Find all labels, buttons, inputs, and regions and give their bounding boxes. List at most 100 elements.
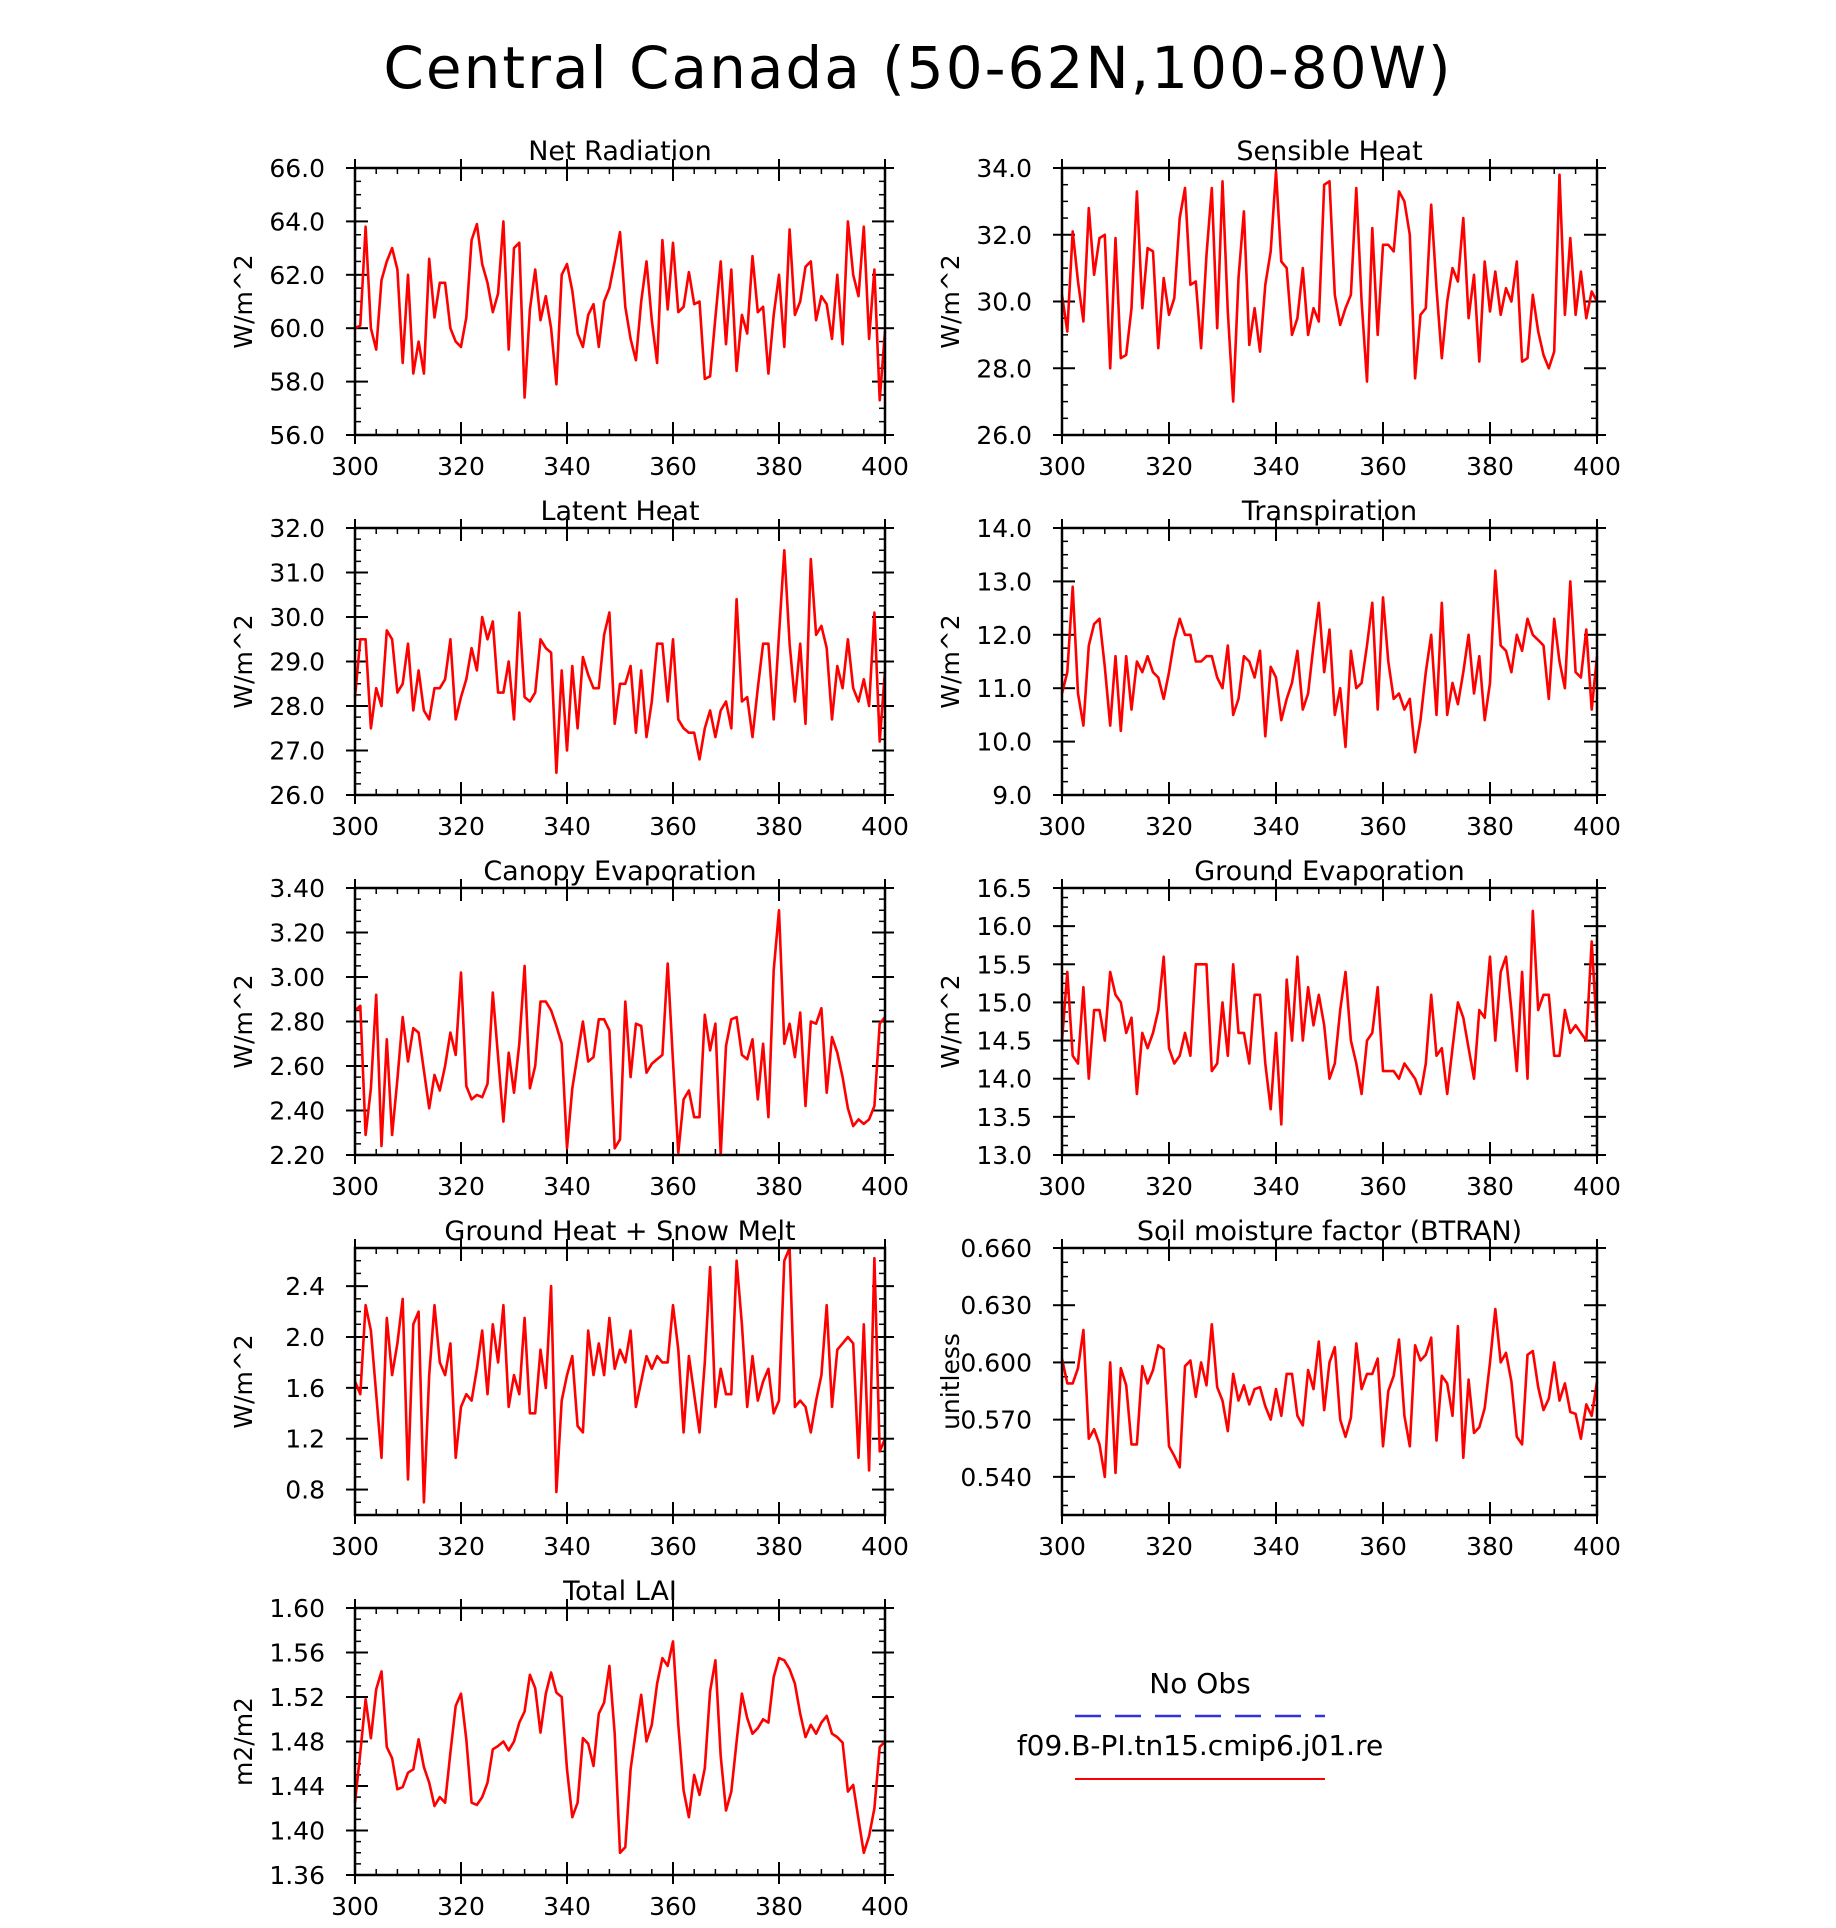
x-tick-label: 360 — [649, 452, 697, 481]
plot-frame — [1060, 526, 1599, 797]
x-tick-label: 300 — [1038, 1172, 1086, 1201]
panel-1: Net Radiation W/m^2 300 320 340 360 380 400 56.0… — [229, 136, 909, 481]
y-tick-label: 13.0 — [976, 1141, 1032, 1170]
y-tick-label: 2.20 — [269, 1141, 325, 1170]
x-tick-label: 380 — [755, 812, 803, 841]
x-tick-label: 320 — [437, 1892, 485, 1921]
y-tick-label: 3.00 — [269, 963, 325, 992]
panel-title: Soil moisture factor (BTRAN) — [1137, 1216, 1522, 1247]
x-tick-label: 320 — [1145, 452, 1193, 481]
y-tick-label: 13.0 — [976, 567, 1032, 596]
y-axis-label: W/m^2 — [936, 614, 965, 708]
panels: Net Radiation W/m^2 300 320 340 360 380 400 56.0… — [229, 136, 1621, 1921]
y-tick-label: 1.36 — [269, 1861, 325, 1890]
y-tick-label: 9.0 — [992, 781, 1032, 810]
x-tick-label: 320 — [437, 1532, 485, 1561]
y-tick-label: 2.40 — [269, 1097, 325, 1126]
y-tick-label: 16.0 — [976, 912, 1032, 941]
panel-title: Ground Heat + Snow Melt — [444, 1216, 795, 1247]
y-tick-label: 13.5 — [976, 1103, 1032, 1132]
y-tick-label: 0.630 — [960, 1291, 1032, 1320]
x-tick-label: 360 — [1359, 452, 1407, 481]
x-tick-label: 380 — [755, 1172, 803, 1201]
y-tick-label: 2.60 — [269, 1052, 325, 1081]
x-tick-label: 360 — [649, 1172, 697, 1201]
x-tick-label: 400 — [1573, 452, 1621, 481]
x-tick-label: 400 — [861, 1532, 909, 1561]
panel-5: Canopy Evaporation W/m^2 300 320 340 360 380 40… — [229, 856, 909, 1201]
y-tick-label: 64.0 — [269, 207, 325, 236]
data-series-line — [354, 220, 887, 402]
y-tick-label: 26.0 — [269, 781, 325, 810]
y-tick-label: 62.0 — [269, 261, 325, 290]
x-tick-label: 380 — [755, 1892, 803, 1921]
data-series-line — [353, 1640, 886, 1855]
y-tick-label: 30.0 — [269, 603, 325, 632]
plot-frame — [353, 526, 887, 797]
panel-title: Total LAI — [562, 1576, 677, 1607]
panel-title: Transpiration — [1241, 496, 1417, 527]
data-series-line — [1060, 1307, 1599, 1479]
y-tick-label: 1.6 — [285, 1374, 325, 1403]
y-tick-label: 1.52 — [269, 1683, 325, 1712]
x-tick-label: 320 — [1145, 1172, 1193, 1201]
x-tick-label: 300 — [331, 452, 379, 481]
x-tick-label: 300 — [331, 1892, 379, 1921]
panel-4: Transpiration W/m^2 300 320 340 360 380 400 9.0 1… — [936, 496, 1621, 841]
y-tick-label: 29.0 — [269, 648, 325, 677]
x-tick-label: 360 — [1359, 812, 1407, 841]
y-tick-label: 28.0 — [269, 692, 325, 721]
y-tick-label: 2.80 — [269, 1008, 325, 1037]
x-tick-label: 320 — [437, 812, 485, 841]
y-axis-label: W/m^2 — [229, 614, 258, 708]
data-series-line — [353, 548, 887, 775]
x-tick-label: 340 — [1252, 452, 1300, 481]
y-tick-label: 1.60 — [269, 1594, 325, 1623]
panel-7: Ground Heat + Snow Melt W/m^2 300 320 340 360… — [229, 1216, 909, 1561]
x-tick-label: 400 — [861, 1172, 909, 1201]
data-series-line — [354, 908, 887, 1157]
x-tick-label: 320 — [437, 452, 485, 481]
panel-2: Sensible Heat W/m^2 300 320 340 360 380 400 26.0… — [936, 136, 1621, 481]
data-series-line — [1060, 909, 1599, 1126]
y-tick-label: 3.20 — [269, 919, 325, 948]
y-tick-label: 1.40 — [269, 1817, 325, 1846]
legend-obs-label: No Obs — [1149, 1667, 1250, 1700]
plot-frame — [353, 166, 887, 437]
y-tick-label: 66.0 — [269, 154, 325, 183]
y-axis-label: W/m^2 — [229, 1334, 258, 1428]
x-tick-label: 380 — [755, 452, 803, 481]
y-axis-label: unitless — [936, 1333, 965, 1430]
y-tick-label: 60.0 — [269, 314, 325, 343]
x-tick-label: 340 — [1252, 1532, 1300, 1561]
x-tick-label: 380 — [1466, 1532, 1514, 1561]
y-axis-label: W/m^2 — [229, 254, 258, 348]
panel-title: Net Radiation — [528, 136, 712, 167]
y-tick-label: 0.600 — [960, 1348, 1032, 1377]
x-tick-label: 340 — [543, 812, 591, 841]
panel-title: Sensible Heat — [1236, 136, 1422, 167]
x-tick-label: 400 — [861, 452, 909, 481]
x-tick-label: 380 — [1466, 1172, 1514, 1201]
y-tick-label: 14.5 — [976, 1027, 1032, 1056]
x-tick-label: 320 — [437, 1172, 485, 1201]
y-tick-label: 14.0 — [976, 1065, 1032, 1094]
y-tick-label: 3.40 — [269, 874, 325, 903]
y-axis-label: m2/m2 — [229, 1697, 258, 1786]
y-tick-label: 0.540 — [960, 1463, 1032, 1492]
x-tick-label: 400 — [1573, 1172, 1621, 1201]
y-tick-label: 30.0 — [976, 288, 1032, 317]
x-tick-label: 300 — [331, 812, 379, 841]
plot-frame — [353, 1246, 887, 1517]
x-tick-label: 380 — [755, 1532, 803, 1561]
x-tick-label: 340 — [1252, 812, 1300, 841]
y-tick-label: 56.0 — [269, 421, 325, 450]
plot-frame — [353, 886, 887, 1157]
panel-title: Ground Evaporation — [1194, 856, 1465, 887]
y-tick-label: 11.0 — [976, 674, 1032, 703]
x-tick-label: 400 — [861, 812, 909, 841]
y-tick-label: 12.0 — [976, 621, 1032, 650]
x-tick-label: 360 — [649, 1892, 697, 1921]
plot-frame — [1060, 1246, 1599, 1517]
